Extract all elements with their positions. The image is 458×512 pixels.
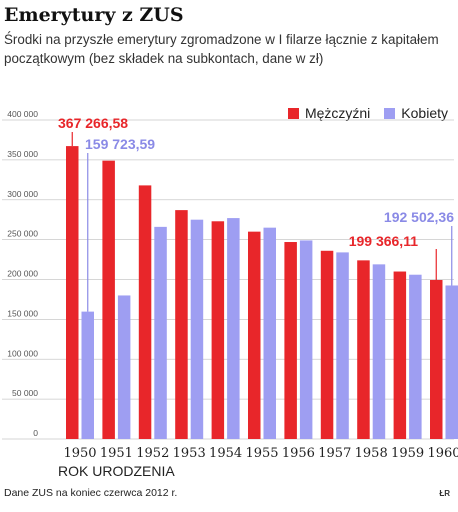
x-axis-title: ROK URODZENIA — [58, 463, 175, 479]
legend-label-men: Mężczyźni — [304, 105, 371, 121]
bar-men-1954 — [211, 221, 225, 439]
bar-women-1955 — [263, 227, 276, 439]
x-tick-label-1955: 1955 — [245, 446, 278, 461]
legend-item-men: Mężczyźni — [287, 105, 371, 121]
x-tick-label-1957: 1957 — [318, 446, 351, 461]
x-tick-label-1953: 1953 — [173, 446, 206, 461]
data-label-men-1960: 199 366,11 — [349, 233, 419, 249]
chart-title: Emerytury z ZUS — [4, 4, 184, 26]
bar-men-1955 — [248, 231, 261, 439]
legend-swatch-men — [287, 107, 299, 119]
source-note: Dane ZUS na koniec czerwca 2012 r. — [4, 487, 178, 499]
y-tick-label: 350 000 — [7, 149, 38, 159]
bar-men-1950 — [66, 146, 79, 439]
bars-layer — [66, 146, 458, 440]
y-tick-label: 50 000 — [12, 388, 38, 398]
bar-women-1957 — [336, 252, 349, 439]
legend-item-women: Kobiety — [384, 105, 448, 121]
bar-women-1954 — [227, 218, 240, 439]
bar-women-1960 — [445, 285, 458, 439]
bar-women-1956 — [299, 240, 313, 439]
credit: ŁR — [439, 489, 450, 498]
y-tick-label: 100 000 — [7, 348, 38, 358]
y-tick-label: 400 000 — [7, 109, 38, 119]
bar-women-1952 — [154, 226, 167, 439]
bar-women-1950 — [81, 311, 94, 439]
x-tick-label-1951: 1951 — [100, 446, 133, 461]
chart-subtitle: Środki na przyszłe emerytury zgromadzone… — [4, 32, 439, 66]
bar-women-1951 — [117, 295, 131, 439]
y-tick-label: 300 000 — [7, 189, 38, 199]
x-tick-label-1950: 1950 — [63, 446, 96, 461]
y-tick-label: 200 000 — [7, 269, 38, 279]
bar-men-1959 — [393, 271, 407, 439]
legend-label-women: Kobiety — [401, 105, 448, 121]
bar-women-1953 — [190, 219, 204, 439]
bar-women-1959 — [409, 274, 422, 439]
annotations-layer: 367 266,58 159 723,59 199 366,11 192 502,36 — [58, 115, 454, 312]
bar-men-1958 — [357, 260, 370, 439]
x-tick-label-1960: 1960 — [427, 446, 458, 461]
data-label-men-1950: 367 266,58 — [58, 115, 128, 131]
bar-men-1952 — [138, 185, 152, 439]
x-tick-label-1956: 1956 — [282, 446, 315, 461]
x-tick-labels: 1950 1951 1952 1953 1954 1955 1956 1957 1958 1959… — [63, 446, 458, 461]
bar-women-1958 — [372, 264, 386, 439]
data-label-women-1950: 159 723,59 — [85, 136, 155, 152]
x-tick-label-1952: 1952 — [136, 446, 169, 461]
x-tick-label-1958: 1958 — [355, 446, 388, 461]
y-tick-label: 250 000 — [7, 229, 38, 239]
bar-men-1953 — [175, 210, 188, 439]
bar-men-1951 — [102, 160, 115, 440]
legend-swatch-women — [384, 107, 396, 119]
data-label-women-1960: 192 502,36 — [384, 209, 454, 225]
bar-men-1957 — [320, 250, 334, 439]
y-tick-label: 0 — [33, 428, 38, 438]
bar-men-1956 — [284, 242, 297, 439]
x-tick-label-1954: 1954 — [209, 446, 242, 461]
legend: Mężczyźni Kobiety — [287, 105, 448, 121]
x-tick-label-1959: 1959 — [391, 446, 424, 461]
bar-men-1960 — [430, 280, 443, 439]
y-tick-label: 150 000 — [7, 308, 38, 318]
